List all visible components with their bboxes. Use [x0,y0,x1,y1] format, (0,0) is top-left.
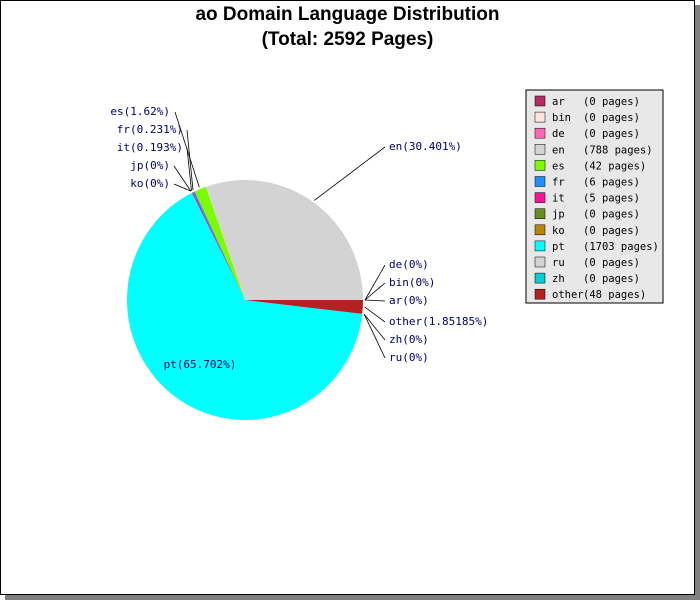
leader-line-bin [364,282,386,301]
slice-label-fr: fr(0.231%) [117,123,183,136]
legend-count-it: (5 pages) [583,193,640,205]
leader-line-en [314,146,386,201]
legend-count-ru: (0 pages) [583,257,640,269]
slice-label-de: de(0%) [389,258,429,271]
pie-slice-pt [126,192,363,420]
leader-line-ru [363,314,386,359]
legend-name-it: it [552,193,565,205]
slice-label-es: es(1.62%) [110,105,170,118]
legend-count-ko: (0 pages) [583,225,640,237]
slice-label-en: en(30.401%) [389,140,462,153]
legend-swatch-other [534,288,546,300]
legend-count-en: (788 pages) [583,144,653,156]
legend-name-es: es [552,160,565,172]
legend-count-ar: (0 pages) [583,96,640,108]
leader-line-other [364,306,386,323]
legend-count-other: (48 pages) [583,289,646,301]
pie-slice-it [191,192,245,300]
legend-count-zh: (0 pages) [583,273,640,285]
legend-name-jp: jp [552,209,565,221]
legend-swatch-en [534,144,546,155]
legend-swatch-fr [534,176,546,187]
slice-label-pt: pt(65.702%) [164,358,237,371]
legend-count-de: (0 pages) [583,128,640,140]
legend-swatch-ko [534,224,546,236]
slice-label-ru: ru(0%) [389,351,429,364]
slice-labels: ar(0%) bin(0%) de(0%) en(30.401%) es(1.62%) f… [110,105,488,371]
slice-label-zh: zh(0%) [389,333,429,346]
legend-swatch-es [534,160,546,171]
legend-name-ar: ar [552,96,565,108]
leader-line-de [364,264,386,301]
legend-count-es: (42 pages) [583,160,646,172]
legend-name-other: other [552,289,584,301]
chart-title: ao Domain Language Distribution [195,4,500,25]
legend-swatch-it [534,192,546,203]
slice-label-it: it(0.193%) [117,141,183,154]
slice-label-ar: ar(0%) [389,294,429,307]
pie-slice-en [205,179,363,300]
pie-slices [126,179,363,420]
legend-name-ru: ru [552,257,565,269]
legend-count-pt: (1703 pages) [583,241,659,253]
slice-label-other: other(1.85185%) [389,315,488,328]
legend-count-fr: (6 pages) [583,177,640,189]
legend-count-bin: (0 pages) [583,112,640,124]
legend-name-pt: pt [552,241,565,253]
chart-subtitle: (Total: 2592 Pages) [261,29,434,50]
legend-name-fr: fr [552,177,565,189]
legend-name-de: de [552,128,565,140]
legend-swatch-zh [534,272,546,284]
legend-box [525,89,664,304]
pie-slice-es [194,186,245,300]
slice-label-ko: ko(0%) [130,177,170,190]
label-leader-lines [173,111,386,359]
leader-line-it [186,147,192,191]
slice-label-bin: bin(0%) [389,276,435,289]
legend-swatch-ru [534,256,546,268]
legend-swatch-pt [534,240,546,252]
legend-name-ko: ko [552,225,565,237]
legend-swatch-ar [534,95,546,107]
leader-line-fr [186,129,194,191]
leader-line-zh [363,313,386,341]
leader-line-ar [364,299,386,302]
legend-name-zh: zh [552,273,565,285]
legend-count-jp: (0 pages) [583,209,640,221]
legend-swatch-bin [534,111,546,123]
legend-name-bin: bin [552,112,571,124]
leader-line-ko [173,183,192,192]
pie-slice-other [245,300,363,314]
leader-line-jp [173,165,192,192]
legend-swatch-jp [534,208,546,219]
pie-slice-fr [193,191,245,300]
legend-name-en: en [552,144,565,156]
slice-label-jp: jp(0%) [130,159,170,172]
legend: ar (0 pages) bin (0 pages) de (0 pages) en (788… [525,89,664,304]
legend-swatch-de [534,127,546,139]
